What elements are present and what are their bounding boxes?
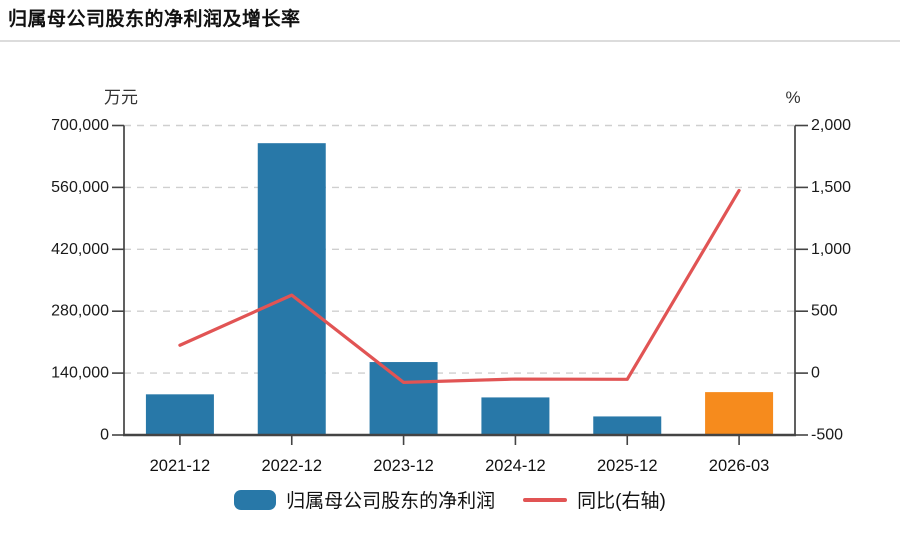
bar-2026-03[interactable] (705, 392, 774, 435)
chart-area: 0 140,000 280,000 420,000 560,000 700,000 -500… (0, 42, 900, 550)
legend-item-yoy[interactable]: 同比(右轴) (523, 486, 666, 513)
y-axis-label-left: 560,000 (51, 179, 109, 196)
x-axis-label: 2026-03 (709, 457, 770, 475)
legend-item-net-profit[interactable]: 归属母公司股东的净利润 (234, 486, 495, 513)
y-axis-label-right: 2,000 (811, 117, 851, 134)
legend-label-net-profit: 归属母公司股东的净利润 (286, 491, 496, 512)
profit-growth-chart: 0 140,000 280,000 420,000 560,000 700,000 -500… (51, 88, 851, 475)
y-axis-label-right: 1,000 (811, 241, 851, 258)
bar-2022-12[interactable] (257, 143, 326, 435)
chart-legend: 归属母公司股东的净利润 同比(右轴) (0, 486, 900, 513)
y-axis-label-left: 0 (100, 427, 109, 444)
bar-2023-12[interactable] (369, 362, 438, 435)
y-axis-label-left: 140,000 (51, 365, 109, 382)
bar-series-swatch (234, 489, 277, 510)
axis-unit-left: 万元 (104, 88, 138, 107)
x-axis-label: 2022-12 (261, 457, 322, 475)
y-axis-label-right: 1,500 (811, 179, 851, 196)
x-axis-label: 2021-12 (150, 457, 211, 475)
x-axis-label: 2023-12 (373, 457, 434, 475)
y-axis-label-left: 420,000 (51, 241, 109, 258)
line-series-swatch (523, 497, 568, 502)
bar-2021-12[interactable] (145, 394, 214, 435)
page-title: 归属母公司股东的净利润及增长率 (8, 9, 301, 30)
y-axis-label-right: 0 (811, 365, 820, 382)
legend-label-yoy: 同比(右轴) (577, 491, 666, 512)
y-axis-label-left: 700,000 (51, 117, 109, 134)
bar-2024-12[interactable] (481, 397, 550, 435)
y-axis-label-left: 280,000 (51, 303, 109, 320)
y-axis-label-right: 500 (811, 303, 838, 320)
yoy-line[interactable] (178, 188, 741, 384)
axis-unit-right: % (785, 88, 800, 107)
x-axis-label: 2025-12 (597, 457, 658, 475)
chart-header: 归属母公司股东的净利润及增长率 (0, 0, 900, 42)
x-axis-label: 2024-12 (485, 457, 546, 475)
y-axis-label-right: -500 (811, 427, 843, 444)
bar-2025-12[interactable] (593, 416, 662, 435)
